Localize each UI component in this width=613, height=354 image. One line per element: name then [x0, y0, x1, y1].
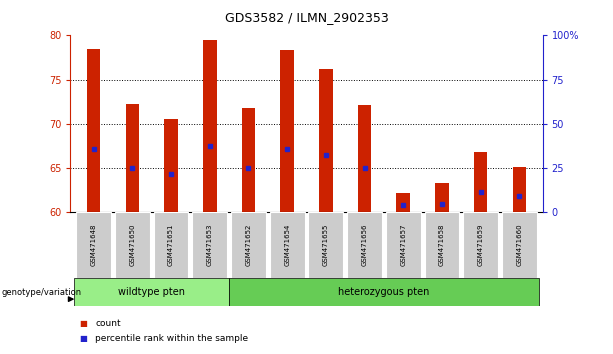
Bar [474, 152, 487, 212]
Text: GSM471655: GSM471655 [323, 224, 329, 266]
Bar [154, 212, 189, 278]
Text: GSM471652: GSM471652 [245, 224, 251, 266]
Bar [115, 212, 150, 278]
Text: GSM471657: GSM471657 [400, 224, 406, 267]
Text: GSM471648: GSM471648 [91, 224, 97, 267]
Text: genotype/variation: genotype/variation [1, 287, 82, 297]
Text: GSM471660: GSM471660 [516, 224, 522, 267]
Text: ■: ■ [80, 319, 88, 329]
Bar [126, 104, 139, 212]
Bar [242, 108, 255, 212]
Text: GSM471658: GSM471658 [439, 224, 445, 267]
Bar [280, 50, 294, 212]
Text: heterozygous pten: heterozygous pten [338, 287, 430, 297]
Bar [435, 183, 449, 212]
Text: GSM471654: GSM471654 [284, 224, 290, 266]
Bar [192, 212, 227, 278]
Bar [386, 212, 421, 278]
Text: GSM471656: GSM471656 [362, 224, 368, 267]
Bar [463, 212, 498, 278]
Bar [502, 212, 537, 278]
Text: count: count [95, 319, 121, 329]
Bar [164, 120, 178, 212]
Bar [87, 48, 101, 212]
Bar [308, 212, 343, 278]
Bar [231, 212, 266, 278]
Text: wildtype pten: wildtype pten [118, 287, 185, 297]
Bar [74, 278, 229, 306]
Bar [425, 212, 459, 278]
Bar [319, 69, 333, 212]
Text: GDS3582 / ILMN_2902353: GDS3582 / ILMN_2902353 [224, 11, 389, 24]
Bar [203, 40, 216, 212]
Bar [76, 212, 111, 278]
Text: percentile rank within the sample: percentile rank within the sample [95, 333, 248, 343]
Bar [229, 278, 539, 306]
Text: GSM471650: GSM471650 [129, 224, 135, 267]
Text: GSM471653: GSM471653 [207, 224, 213, 267]
Text: GSM471651: GSM471651 [168, 224, 174, 267]
Bar [270, 212, 305, 278]
Text: GSM471659: GSM471659 [478, 224, 484, 267]
Bar [347, 212, 382, 278]
Text: ■: ■ [80, 333, 88, 343]
Bar [512, 167, 526, 212]
Bar [397, 193, 410, 212]
Bar [358, 105, 371, 212]
